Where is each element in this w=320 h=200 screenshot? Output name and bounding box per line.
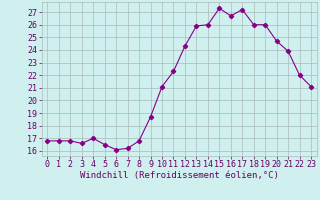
X-axis label: Windchill (Refroidissement éolien,°C): Windchill (Refroidissement éolien,°C) — [80, 171, 279, 180]
